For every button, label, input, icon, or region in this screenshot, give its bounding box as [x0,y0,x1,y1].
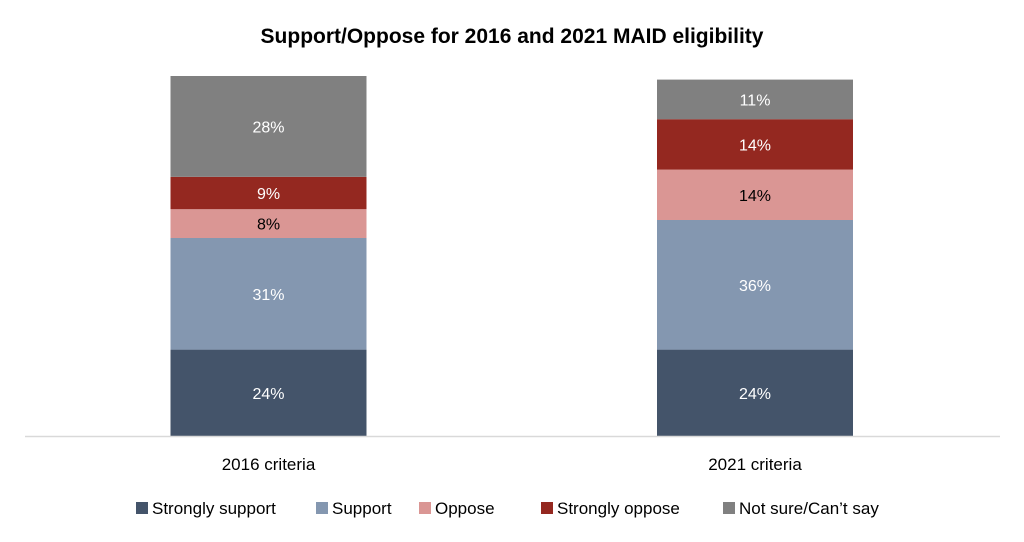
legend-swatch-strongly-oppose [541,502,553,514]
legend-label-strongly-oppose: Strongly oppose [557,499,680,518]
legend-swatch-not-sure-can-t-say [723,502,735,514]
legend-item-strongly-support: Strongly support [136,499,276,518]
bar-segment-2016-criteria-strongly-oppose [170,176,367,210]
bar-segment-2021-criteria-support [657,220,853,350]
bar-segment-2016-criteria-oppose [170,209,367,238]
chart-title: Support/Oppose for 2016 and 2021 MAID el… [261,25,764,48]
legend-swatch-support [316,502,328,514]
bars-group: 24% 31% 8% 9% 28% 24% 36% 14% 14% 11% [170,76,853,436]
data-label-2021-criteria-strongly-oppose: 14% [739,137,771,154]
legend-item-strongly-oppose: Strongly oppose [541,499,680,518]
legend-label-strongly-support: Strongly support [152,499,276,518]
bar-segment-2021-criteria-strongly-oppose [657,119,853,170]
bar-segment-2021-criteria-oppose [657,169,853,220]
data-label-2016-criteria-support: 31% [252,287,284,304]
data-label-2021-criteria-oppose: 14% [739,188,771,205]
legend-label-support: Support [332,499,392,518]
bar-segment-2021-criteria-not-sure-can-t-say [657,79,853,120]
legend-swatch-oppose [419,502,431,514]
bar-segment-2016-criteria-support [170,238,367,350]
bar-segment-2021-criteria-strongly-support [657,349,853,436]
bar-segment-2016-criteria-not-sure-can-t-say [170,76,367,177]
legend-item-support: Support [316,499,392,518]
bar-segment-2016-criteria-strongly-support [170,349,367,436]
legend-swatch-strongly-support [136,502,148,514]
legend-label-not-sure-can-t-say: Not sure/Can’t say [739,499,879,518]
legend: Strongly support Support Oppose Strongly op… [136,499,879,518]
data-label-2016-criteria-oppose: 8% [257,217,280,234]
data-label-2016-criteria-not-sure-can-t-say: 28% [252,119,284,136]
category-labels: 2016 criteria 2021 criteria [222,455,803,474]
legend-item-oppose: Oppose [419,499,495,518]
data-label-2021-criteria-support: 36% [739,278,771,295]
legend-label-oppose: Oppose [435,499,495,518]
data-label-2016-criteria-strongly-oppose: 9% [257,186,280,203]
data-label-2021-criteria-strongly-support: 24% [739,386,771,403]
legend-item-not-sure-can-t-say: Not sure/Can’t say [723,499,879,518]
data-label-2021-criteria-not-sure-can-t-say: 11% [740,92,771,109]
category-label-2016-criteria: 2016 criteria [222,455,316,474]
data-label-2016-criteria-strongly-support: 24% [252,386,284,403]
category-label-2021-criteria: 2021 criteria [708,455,802,474]
